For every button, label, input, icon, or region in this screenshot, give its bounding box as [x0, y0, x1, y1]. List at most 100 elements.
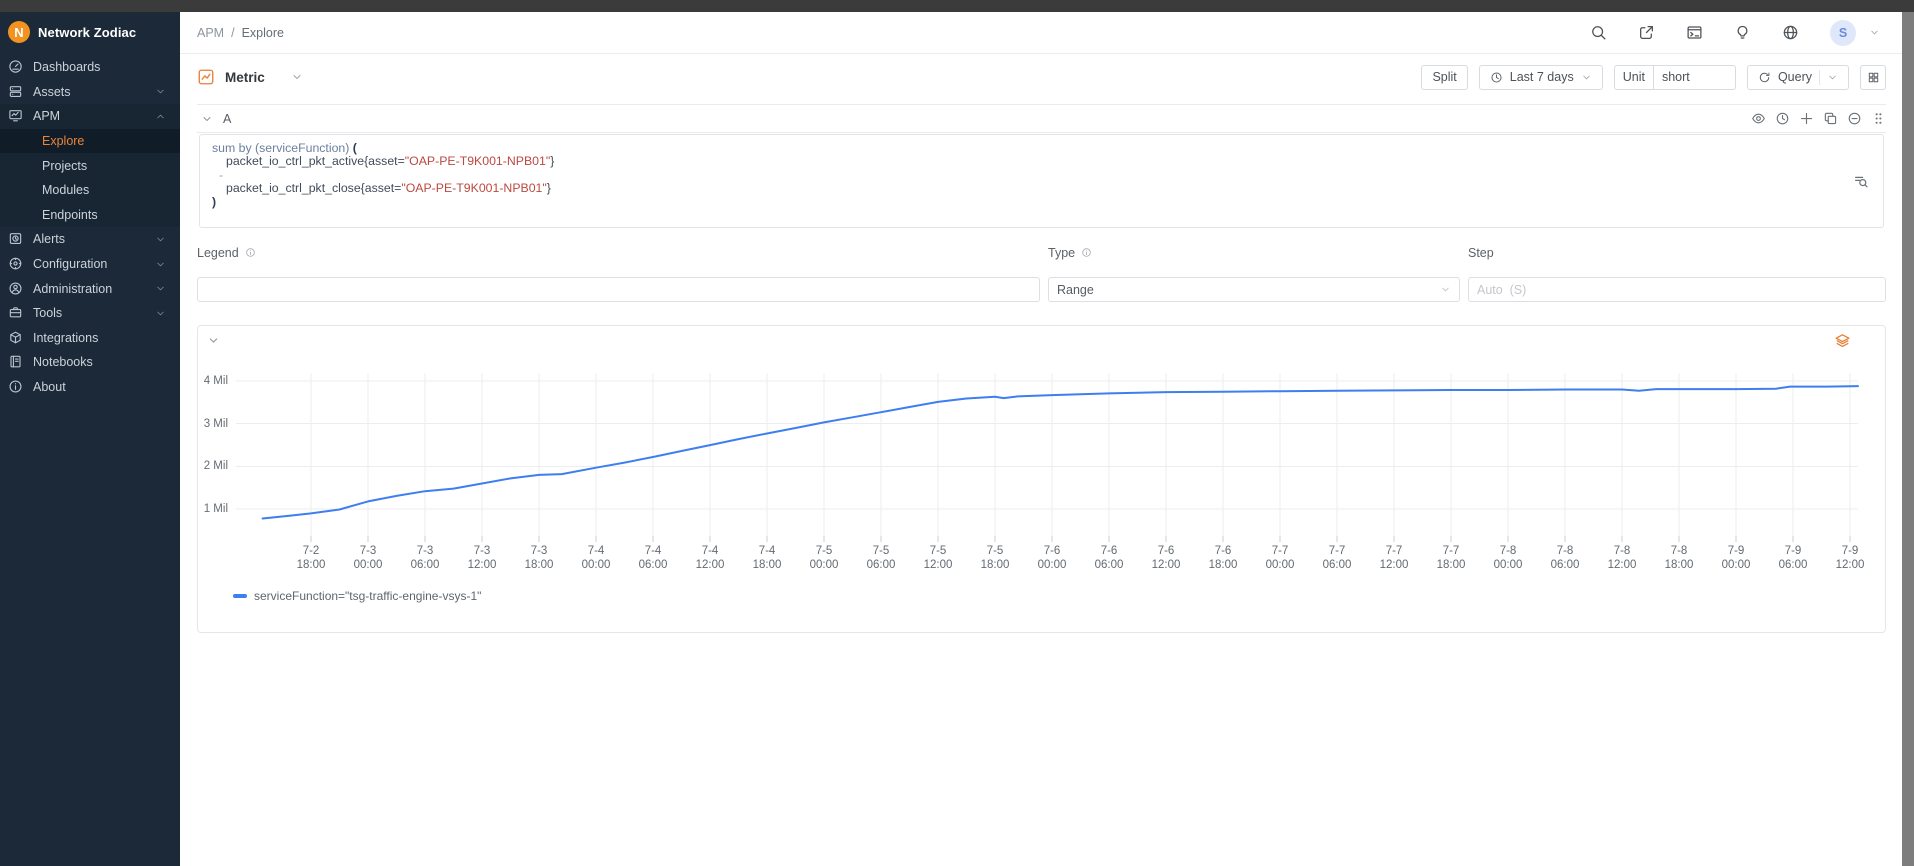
- sidebar-item-modules[interactable]: Modules: [0, 177, 180, 203]
- avatar-chevron-down-icon[interactable]: [1869, 27, 1880, 38]
- clock-icon[interactable]: [1775, 111, 1790, 126]
- chart-panel: serviceFunction="tsg-traffic-engine-vsys…: [197, 325, 1886, 633]
- metric-title: Metric: [225, 69, 265, 85]
- eye-icon[interactable]: [1751, 111, 1766, 126]
- sidebar-item-alerts[interactable]: Alerts: [0, 227, 180, 252]
- main-area: APM / Explore S Metric Split Last 7 days…: [180, 12, 1902, 866]
- chart-x-label: 7-8 18:00: [1664, 545, 1694, 571]
- chart-x-label: 7-9 12:00: [1835, 545, 1865, 571]
- chart-x-label: 7-7 06:00: [1322, 545, 1352, 571]
- chevron-down-icon: [155, 86, 166, 97]
- sidebar-item-assets[interactable]: Assets: [0, 80, 180, 105]
- unit-value: short: [1661, 70, 1690, 84]
- chart-x-label: 7-5 00:00: [809, 545, 839, 571]
- terminal-icon[interactable]: [1686, 24, 1703, 41]
- sidebar-item-label: Explore: [42, 134, 85, 149]
- copy-icon[interactable]: [1823, 111, 1838, 126]
- brand-logo: N: [8, 21, 30, 43]
- query-code-lines: sum by (serviceFunction) ( packet_io_ctrl…: [212, 141, 1843, 209]
- chart-legend-item[interactable]: serviceFunction="tsg-traffic-engine-vsys…: [233, 589, 481, 603]
- chart-x-label: 7-6 00:00: [1037, 545, 1067, 571]
- search-icon[interactable]: [1590, 24, 1607, 41]
- lightbulb-icon[interactable]: [1734, 24, 1751, 41]
- sidebar: N Network Zodiac Dashboards Assets APM Expl…: [0, 12, 180, 866]
- sidebar-item-integrations[interactable]: Integrations: [0, 326, 180, 351]
- sidebar-item-dashboards[interactable]: Dashboards: [0, 55, 180, 80]
- sidebar-item-label: Administration: [33, 281, 113, 296]
- sidebar-item-label: Projects: [42, 158, 88, 173]
- brand-name: Network Zodiac: [38, 24, 137, 40]
- chart-x-label: 7-3 18:00: [524, 545, 554, 571]
- unit-select[interactable]: short: [1653, 64, 1740, 92]
- sidebar-item-projects[interactable]: Projects: [0, 153, 180, 178]
- info-icon[interactable]: [1081, 247, 1092, 258]
- info-icon[interactable]: [245, 247, 256, 258]
- legend-input[interactable]: [197, 277, 1040, 302]
- chart-x-label: 7-9 00:00: [1721, 545, 1751, 571]
- assets-icon: [8, 84, 24, 100]
- chart-y-label: 2 Mil: [203, 460, 228, 473]
- sidebar-item-endpoints[interactable]: Endpoints: [0, 202, 180, 228]
- sidebar-item-label: About: [33, 380, 66, 395]
- chart-x-label: 7-8 00:00: [1493, 545, 1523, 571]
- top-header: APM / Explore S: [180, 12, 1902, 54]
- query-row-a: A: [197, 104, 1886, 133]
- drag-handle-icon[interactable]: [1871, 111, 1886, 126]
- type-select[interactable]: Range: [1048, 277, 1460, 302]
- scrollbar-strip[interactable]: [1902, 12, 1914, 866]
- header-icons: S: [1590, 19, 1880, 46]
- sidebar-item-explore[interactable]: Explore: [0, 128, 180, 154]
- query-button[interactable]: Query: [1746, 64, 1849, 90]
- breadcrumb-parent[interactable]: APM: [197, 25, 225, 40]
- code-line: packet_io_ctrl_pkt_close{asset="OAP-PE-T…: [226, 181, 551, 196]
- plus-icon[interactable]: [1799, 111, 1814, 126]
- query-code-editor[interactable]: sum by (serviceFunction) ( packet_io_ctrl…: [199, 134, 1884, 228]
- chart-x-label: 7-5 18:00: [980, 545, 1010, 571]
- minus-circle-icon[interactable]: [1847, 111, 1862, 126]
- avatar[interactable]: S: [1830, 19, 1856, 46]
- sidebar-item-tools[interactable]: Tools: [0, 301, 180, 326]
- chart-x-label: 7-4 18:00: [752, 545, 782, 571]
- sidebar-item-apm[interactable]: APM: [0, 104, 180, 129]
- chevron-down-icon: [1581, 72, 1592, 83]
- collapse-chevron-down-icon[interactable]: [201, 113, 213, 125]
- configuration-icon: [8, 256, 24, 272]
- chevron-down-icon: [155, 283, 166, 294]
- chart-series-line: [261, 385, 1859, 520]
- sidebar-item-configuration[interactable]: Configuration: [0, 252, 180, 277]
- chart-x-label: 7-5 06:00: [866, 545, 896, 571]
- open-in-new-icon[interactable]: [1638, 24, 1655, 41]
- code-line: ): [212, 194, 217, 209]
- query-options-form: Legend Type Range Step: [197, 246, 1886, 302]
- chevron-down-icon: [155, 234, 166, 245]
- chart-x-label: 7-3 06:00: [410, 545, 440, 571]
- dashboards-icon: [8, 59, 24, 75]
- metric-chevron-down-icon[interactable]: [291, 71, 303, 83]
- breadcrumb-current: Explore: [241, 25, 284, 40]
- format-search-icon[interactable]: [1853, 173, 1869, 189]
- chevron-down-icon: [155, 259, 166, 270]
- chart-collapse-chevron-down-icon[interactable]: [207, 334, 220, 347]
- layers-icon[interactable]: [1834, 332, 1851, 349]
- sidebar-item-about[interactable]: About: [0, 375, 180, 400]
- chart-canvas[interactable]: [234, 369, 1860, 546]
- layout-grid-button[interactable]: [1860, 64, 1886, 90]
- globe-icon[interactable]: [1782, 24, 1799, 41]
- sidebar-item-label: Assets: [33, 84, 71, 99]
- legend-label-text: Legend: [197, 245, 239, 260]
- sidebar-item-administration[interactable]: Administration: [0, 276, 180, 301]
- sidebar-item-label: Modules: [42, 183, 90, 198]
- split-button[interactable]: Split: [1421, 64, 1468, 90]
- code-line: sum by (serviceFunction) (: [212, 141, 357, 155]
- chart-x-label: 7-2 18:00: [296, 545, 326, 571]
- sidebar-item-notebooks[interactable]: Notebooks: [0, 350, 180, 375]
- step-input[interactable]: [1468, 277, 1886, 302]
- chart-y-label: 3 Mil: [203, 417, 228, 430]
- sidebar-item-label: APM: [33, 109, 61, 124]
- chevron-up-icon: [155, 111, 166, 122]
- chart-x-label: 7-6 18:00: [1208, 545, 1238, 571]
- sidebar-item-label: Endpoints: [42, 207, 98, 222]
- tools-icon: [8, 305, 24, 321]
- chart-x-label: 7-6 06:00: [1094, 545, 1124, 571]
- time-range-button[interactable]: Last 7 days: [1478, 64, 1603, 90]
